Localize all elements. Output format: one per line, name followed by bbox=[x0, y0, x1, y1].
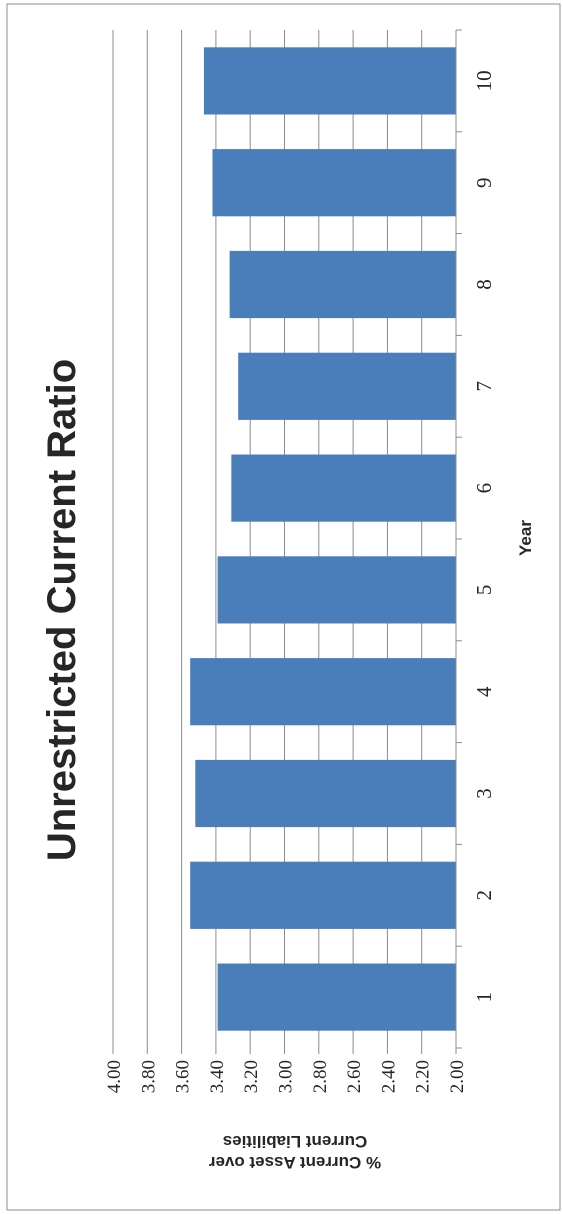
category-label: 5 bbox=[472, 585, 496, 596]
value-tick-label: 2.40 bbox=[378, 1060, 399, 1093]
category-label: 1 bbox=[472, 992, 496, 1003]
category-label: 7 bbox=[472, 381, 496, 392]
chart-title: Unrestricted Current Ratio bbox=[40, 359, 84, 861]
value-tick-label: 4.00 bbox=[104, 1060, 125, 1093]
bar-year-7 bbox=[238, 352, 456, 420]
bar-year-9 bbox=[212, 149, 456, 217]
axes bbox=[112, 29, 462, 1054]
value-tick-label: 2.60 bbox=[344, 1060, 365, 1093]
category-label: 4 bbox=[472, 686, 496, 697]
bar-year-5 bbox=[217, 556, 456, 624]
labels: 2.00 2.20 2.40 2.60 2.80 3.00 3.20 3.40 3.60 3.80… bbox=[104, 70, 496, 1093]
category-label: 10 bbox=[472, 70, 496, 91]
value-tick-label: 3.60 bbox=[173, 1060, 194, 1093]
category-label: 6 bbox=[472, 483, 496, 494]
chart-border bbox=[6, 3, 561, 1211]
bar-year-3 bbox=[195, 759, 456, 828]
value-tick-label: 3.20 bbox=[241, 1060, 262, 1093]
y-axis-title-line-1: % Current Asset over bbox=[208, 1153, 381, 1172]
bar-year-8 bbox=[229, 250, 456, 319]
value-tick-label: 2.00 bbox=[447, 1060, 468, 1093]
bars bbox=[190, 47, 457, 1031]
category-label: 8 bbox=[472, 279, 496, 290]
value-tick-label: 3.80 bbox=[138, 1060, 159, 1093]
category-label: 9 bbox=[472, 177, 496, 188]
bar-year-10 bbox=[203, 47, 456, 115]
value-tick-label: 3.40 bbox=[207, 1060, 228, 1093]
y-axis-title-line-2: Current Liabilities bbox=[223, 1132, 368, 1151]
bar-year-4 bbox=[190, 658, 457, 726]
category-label: 2 bbox=[472, 890, 496, 901]
category-label: 3 bbox=[472, 788, 496, 799]
x-axis-title: Year bbox=[516, 520, 535, 556]
value-tick-label: 2.20 bbox=[413, 1060, 434, 1093]
bar-year-2 bbox=[190, 861, 457, 929]
value-tick-label: 3.00 bbox=[276, 1060, 297, 1093]
bar-year-6 bbox=[231, 454, 456, 522]
bar-year-1 bbox=[217, 963, 456, 1031]
value-tick-label: 2.80 bbox=[310, 1060, 331, 1093]
